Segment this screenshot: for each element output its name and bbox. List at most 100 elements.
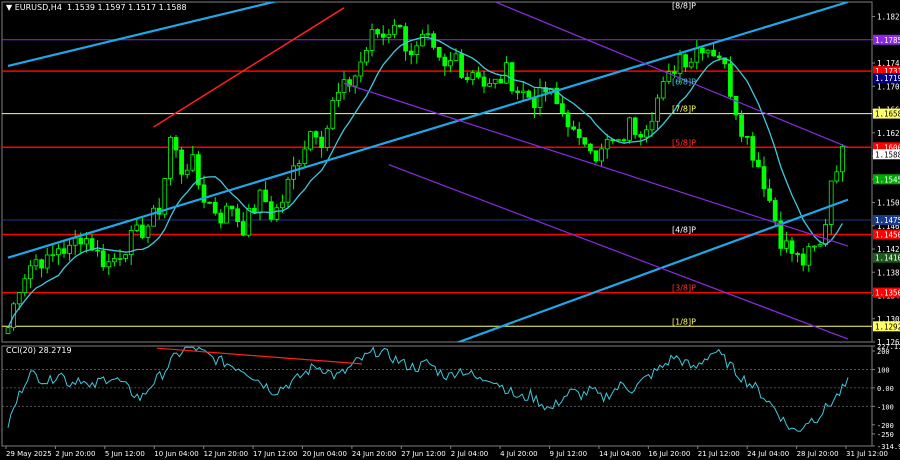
price-level-box <box>873 73 900 84</box>
candle-body <box>800 253 806 266</box>
candle-body <box>543 87 548 93</box>
moving-average-line <box>7 36 843 328</box>
candle-body <box>649 120 655 131</box>
price-level-box <box>873 287 900 298</box>
price-level-box <box>873 174 900 185</box>
time-tick-label: 31 Jul 12:00 <box>846 450 888 458</box>
price-tick-label: 1.1505 <box>877 199 900 208</box>
price-level-box-label: 1.1350 <box>875 289 900 298</box>
candle-body <box>196 154 201 186</box>
chart-header: ▼ EURUSD,H4 1.1539 1.1597 1.1517 1.1588 <box>6 3 187 12</box>
price-tick-label: 1.1425 <box>877 245 900 254</box>
candle-body <box>666 71 672 82</box>
candle-body <box>162 178 168 215</box>
cci-panel-frame <box>1 345 873 447</box>
candle-body <box>336 91 341 101</box>
candle-body <box>582 137 588 145</box>
candle-body <box>492 78 498 84</box>
candle-body <box>56 248 61 256</box>
time-tick-label: 27 Jun 12:00 <box>401 450 445 458</box>
cci-tick-label: -314.976 <box>877 443 900 451</box>
ohlc-values: 1.1539 1.1597 1.1517 1.1588 <box>67 3 187 12</box>
cci-tick-label: 227.116 <box>877 343 900 351</box>
time-tick-label: 5 Jun 12:00 <box>105 450 145 458</box>
candle-body <box>140 224 145 238</box>
price-panel-frame <box>1 1 873 343</box>
time-tick-label: 12 Jun 20:00 <box>204 450 248 458</box>
price-level-box-label: 1.1475 <box>875 216 900 225</box>
price-level-box-label: 1.1600 <box>875 143 900 152</box>
candle-body <box>112 258 117 263</box>
candle-body <box>700 47 705 54</box>
candle-body <box>806 246 812 266</box>
time-tick-label: 24 Jul 04:00 <box>747 450 789 458</box>
trend-line-upper <box>7 2 279 68</box>
price-level-box-label: 1.1545 <box>875 175 900 184</box>
price-level-box <box>873 142 900 153</box>
cci-tick-label: 100 <box>877 366 890 374</box>
candle-body <box>403 26 408 52</box>
candle-body <box>257 189 263 214</box>
candle-body <box>694 47 700 63</box>
candle-body <box>369 29 375 51</box>
price-plot-area: [8/8]P [6/8]P [7/8]P [5/8]P [4/8]P [3/8]P [1/8… <box>2 2 872 342</box>
candle-body <box>173 137 179 151</box>
candle-body <box>756 159 761 167</box>
time-tick-label: 21 Jul 12:00 <box>698 450 740 458</box>
candle-body <box>420 33 425 47</box>
price-level-box <box>873 214 900 225</box>
candle-body <box>67 244 72 254</box>
candle-body <box>358 61 364 77</box>
candle-body <box>588 143 593 152</box>
candle-body <box>672 71 677 74</box>
cci-header: CCI(20) 28.2719 <box>6 346 72 355</box>
candle-body <box>84 238 89 245</box>
time-tick-label: 10 Jun 04:00 <box>154 450 198 458</box>
candle-body <box>470 72 476 81</box>
red-resistance-line <box>153 7 345 128</box>
candle-body <box>655 97 660 122</box>
candle-body <box>828 180 834 225</box>
trend-line-lower <box>455 198 849 342</box>
candle-body <box>414 45 420 56</box>
price-tick-label: 1.1465 <box>877 222 900 231</box>
murrey-level-label: [5/8]P <box>672 138 696 147</box>
candle-body <box>498 78 504 84</box>
cci-label: CCI(20) 28.2719 <box>6 346 72 355</box>
candle-body <box>302 148 308 164</box>
candle-body <box>795 253 800 255</box>
candle-body <box>268 201 274 220</box>
price-level-box-label: 1.1785 <box>875 36 900 45</box>
cci-tick-label: -250 <box>877 431 894 439</box>
candle-body <box>744 135 750 138</box>
murrey-level-label: [6/8]P <box>672 77 696 86</box>
candle-body <box>644 129 649 138</box>
candle-body <box>117 258 123 260</box>
candle-body <box>705 49 711 54</box>
candle-body <box>716 55 722 59</box>
candle-body <box>50 254 56 257</box>
candle-body <box>554 87 560 105</box>
candle-body <box>308 131 313 150</box>
instrument-label: EURUSD,H4 <box>14 3 62 12</box>
price-level-box <box>873 108 900 119</box>
candle-body <box>235 208 240 222</box>
candle-body <box>722 57 728 65</box>
candle-body <box>431 33 436 48</box>
channel-line-mid <box>343 82 849 247</box>
candle-body <box>526 90 532 98</box>
candle-body <box>100 250 106 268</box>
cci-tick-label: 0.00 <box>877 385 894 393</box>
candle-body <box>632 117 638 135</box>
candle-body <box>319 136 324 148</box>
candle-body <box>296 163 302 167</box>
candle-body <box>72 237 78 246</box>
candle-body <box>425 33 431 36</box>
candle-body <box>599 148 604 162</box>
candle-body <box>324 127 330 148</box>
murrey-level-label: [4/8]P <box>672 225 696 234</box>
candle-body <box>453 53 459 61</box>
candle-body <box>677 54 683 74</box>
candle-body <box>442 56 448 67</box>
